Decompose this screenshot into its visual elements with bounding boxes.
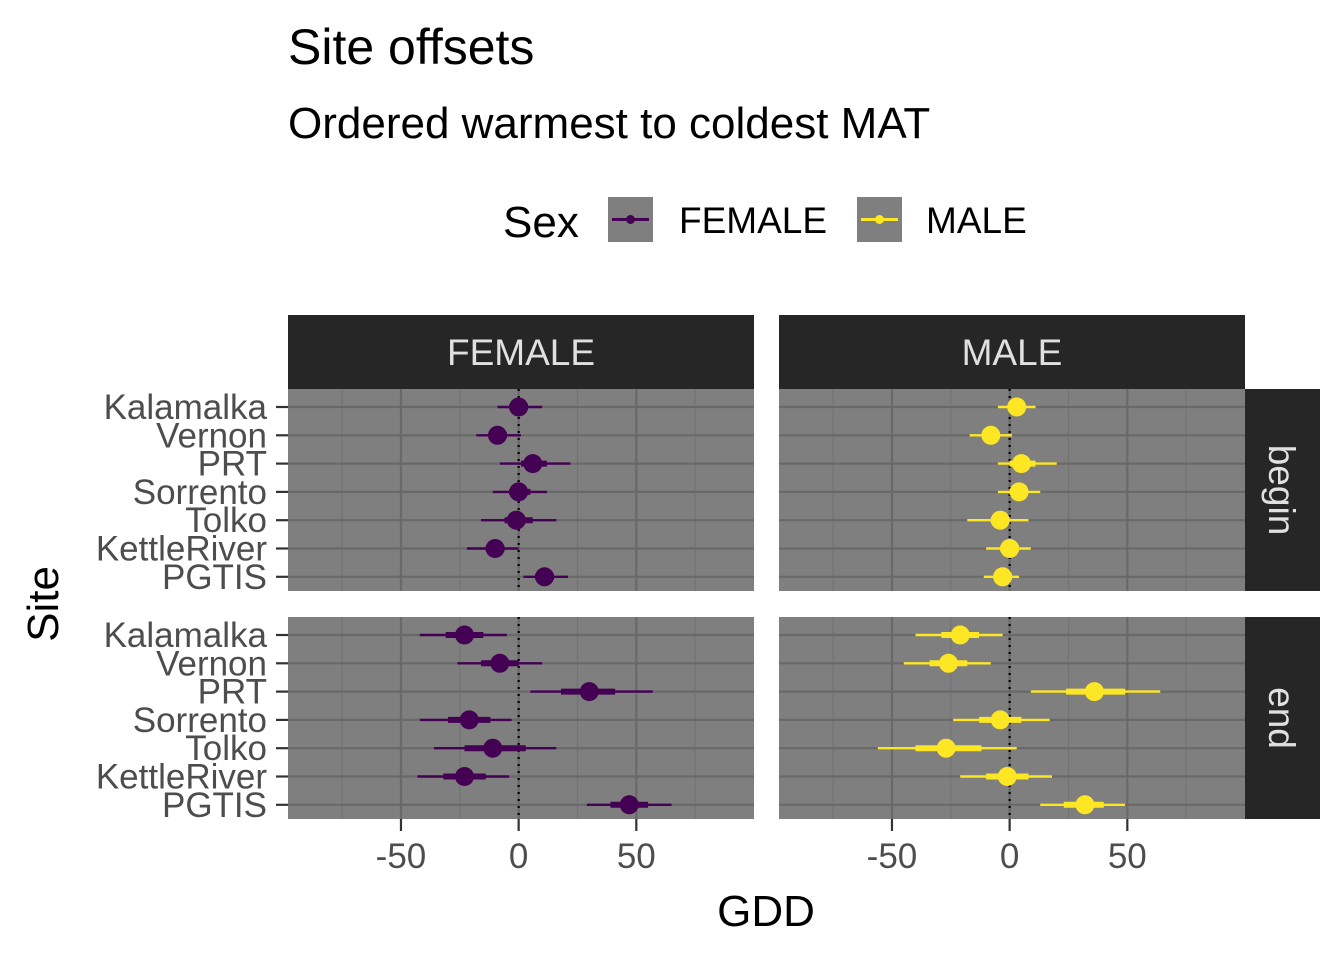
strip-begin-label: begin (1261, 445, 1302, 536)
female-begin-kalamalka-median-point (509, 397, 529, 417)
y-tick-label-kettleriver: KettleRiver (96, 530, 268, 569)
y-tick-label-pgtis: PGTIS (162, 786, 267, 825)
strip-male: MALE (779, 315, 1245, 389)
female-end-pgtis-median-point (619, 795, 639, 815)
panel-female-begin (288, 389, 754, 591)
y-tick-label-pgtis: PGTIS (162, 558, 267, 597)
legend: Sex FEMALE MALE (503, 197, 1027, 247)
y-tick-label-prt: PRT (198, 673, 267, 712)
panel-female-end (288, 617, 754, 819)
legend-entry-male: MALE (857, 197, 1027, 242)
y-tick-label-sorrento: Sorrento (133, 701, 267, 740)
y-tick-label-tolko: Tolko (185, 729, 267, 768)
strip-end-label: end (1261, 687, 1302, 749)
x-tick-label: 50 (617, 837, 656, 876)
male-end-kalamalka-median-point (950, 625, 970, 645)
male-begin-tolko-median-point (990, 510, 1010, 530)
male-end-sorrento-median-point (990, 710, 1010, 730)
legend-key-male-point (875, 215, 884, 224)
legend-key-female-point (626, 215, 635, 224)
legend-label-male: MALE (926, 200, 1027, 241)
female-begin-vernon-median-point (487, 425, 507, 445)
y-tick-label-kalamalka: Kalamalka (104, 388, 268, 427)
legend-entry-female: FEMALE (608, 197, 827, 242)
strip-female: FEMALE (288, 315, 754, 389)
x-axis-left: -50 0 50 (376, 819, 656, 876)
strip-male-label: MALE (962, 332, 1063, 373)
female-end-kalamalka-median-point (455, 625, 475, 645)
male-begin-prt-median-point (1011, 454, 1031, 474)
legend-title: Sex (503, 198, 579, 247)
y-axis-top: KalamalkaVernonPRTSorrentoTolkoKettleRiv… (96, 388, 288, 597)
male-end-kettleriver-median-point (997, 767, 1017, 786)
male-end-prt-median-point (1084, 682, 1104, 702)
y-tick-label-sorrento: Sorrento (133, 473, 267, 512)
y-axis-title: Site (19, 566, 68, 642)
chart-subtitle: Ordered warmest to coldest MAT (288, 99, 930, 148)
y-tick-label-kalamalka: Kalamalka (104, 616, 268, 655)
y-tick-label-kettleriver: KettleRiver (96, 758, 268, 797)
strip-male-bg (779, 315, 1245, 389)
strip-female-label: FEMALE (447, 332, 595, 373)
male-begin-vernon-median-point (981, 425, 1001, 445)
y-axis-bottom: KalamalkaVernonPRTSorrentoTolkoKettleRiv… (96, 616, 288, 825)
female-end-vernon-median-point (490, 653, 510, 673)
strip-end: end (1245, 617, 1320, 819)
x-tick-label: -50 (376, 837, 427, 876)
x-tick-label: 50 (1108, 837, 1147, 876)
female-begin-sorrento-median-point (509, 482, 529, 502)
male-begin-kalamalka-median-point (1007, 397, 1027, 417)
male-end-pgtis-median-point (1075, 795, 1095, 815)
male-begin-pgtis-median-point (993, 567, 1013, 587)
strip-female-bg (288, 315, 754, 389)
female-end-prt-median-point (579, 682, 599, 702)
panel-male-end (779, 617, 1245, 819)
y-tick-label-tolko: Tolko (185, 501, 267, 540)
male-end-tolko-median-point (936, 738, 956, 758)
male-begin-kettleriver-median-point (1000, 539, 1020, 558)
female-begin-prt-median-point (523, 454, 543, 474)
panel-background (288, 617, 754, 819)
female-begin-pgtis-median-point (535, 567, 555, 587)
x-axis-right: -50 0 50 (867, 819, 1147, 876)
strip-begin: begin (1245, 389, 1320, 591)
female-end-sorrento-median-point (459, 710, 479, 730)
x-tick-label: -50 (867, 837, 918, 876)
female-begin-kettleriver-median-point (485, 539, 505, 558)
strip-begin-bg (1245, 389, 1320, 591)
x-axis-title: GDD (717, 887, 815, 936)
x-tick-label: 0 (509, 837, 528, 876)
y-tick-label-vernon: Vernon (156, 416, 267, 455)
chart-title: Site offsets (288, 19, 534, 75)
female-end-kettleriver-median-point (455, 767, 475, 786)
legend-label-female: FEMALE (679, 200, 827, 241)
female-begin-tolko-median-point (506, 510, 526, 530)
x-tick-label: 0 (1000, 837, 1019, 876)
strip-end-bg (1245, 617, 1320, 819)
y-tick-label-prt: PRT (198, 445, 267, 484)
male-begin-sorrento-median-point (1009, 482, 1029, 502)
y-tick-label-vernon: Vernon (156, 644, 267, 683)
female-end-tolko-median-point (483, 738, 503, 758)
male-end-vernon-median-point (938, 653, 958, 673)
panel-male-begin (779, 389, 1245, 591)
